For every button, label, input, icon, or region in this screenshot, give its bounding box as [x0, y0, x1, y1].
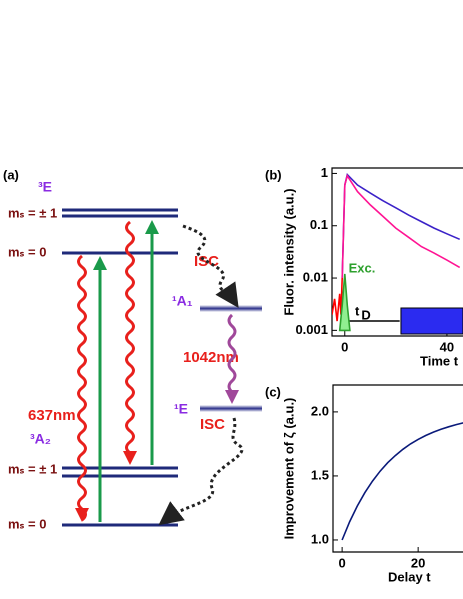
annotation: D — [361, 307, 370, 322]
annotation: t — [355, 303, 360, 318]
arrowhead — [225, 390, 239, 404]
level-diagram: (a) ³E mₛ = ± 1 mₛ = 0 ISC ¹A₁ 1042nm ¹E… — [3, 167, 262, 531]
x-axis-label: Delay t — [388, 569, 431, 584]
y-axis-label: Fluor. intensity (a.u.) — [281, 188, 296, 315]
series-line — [338, 273, 351, 332]
y-axis-label: Improvement of ζ (a.u.) — [281, 398, 296, 540]
axis — [331, 167, 463, 337]
sublevel-label: mₛ = 0 — [8, 516, 46, 531]
y-tick-label: 1.5 — [311, 467, 329, 482]
emission-arrow — [125, 220, 135, 455]
arrowhead — [123, 451, 137, 465]
y-tick-label: 1 — [321, 165, 328, 180]
series-line — [341, 173, 461, 279]
y-tick-label: 0.1 — [310, 217, 328, 232]
state-label: ³E — [38, 179, 52, 195]
axis — [332, 384, 463, 553]
level — [200, 305, 262, 312]
level — [200, 405, 262, 412]
chart: (c) 1.0 1.5 2.0 0 20 Improvement of ζ (a.u.) De… — [265, 384, 463, 584]
arrowhead — [75, 508, 89, 522]
state-label: ³A₂ — [30, 431, 51, 447]
series-line — [341, 422, 463, 541]
y-tick-label: 2.0 — [311, 403, 329, 418]
isc-label: ISC — [200, 416, 225, 433]
transition-label: 1042nm — [183, 349, 239, 366]
x-tick-label: 0 — [341, 339, 348, 354]
chart: (b) 0.001 0.01 0.1 1 0 40 Fluor. intensity (a.u… — [265, 165, 463, 368]
emission-arrow — [77, 254, 87, 522]
x-tick-label: 0 — [339, 555, 346, 570]
arrowhead — [93, 256, 107, 270]
state-label: ¹E — [174, 401, 188, 417]
sublevel-label: mₛ = ± 1 — [8, 461, 57, 476]
x-axis-label: Time t — [420, 353, 459, 368]
panel-label: (a) — [3, 167, 19, 182]
transition-label: 637nm — [28, 407, 76, 424]
sublevel-label: mₛ = 0 — [8, 244, 46, 259]
sublevel-label: mₛ = ± 1 — [8, 205, 57, 220]
delay-box — [400, 307, 463, 335]
panel-label: (b) — [265, 167, 282, 182]
isc-arrow — [182, 224, 239, 308]
y-tick-label: 1.0 — [311, 531, 329, 546]
annotation: Exc. — [349, 260, 376, 275]
x-tick-label: 40 — [440, 339, 454, 354]
arrowhead — [145, 220, 159, 234]
y-tick-label: 0.001 — [295, 322, 328, 337]
isc-arrow — [158, 417, 244, 526]
state-label: ¹A₁ — [172, 293, 193, 309]
y-tick-label: 0.01 — [303, 269, 328, 284]
panel-label: (c) — [265, 384, 281, 399]
emission-arrow — [227, 313, 237, 394]
x-tick-label: 20 — [411, 555, 425, 570]
